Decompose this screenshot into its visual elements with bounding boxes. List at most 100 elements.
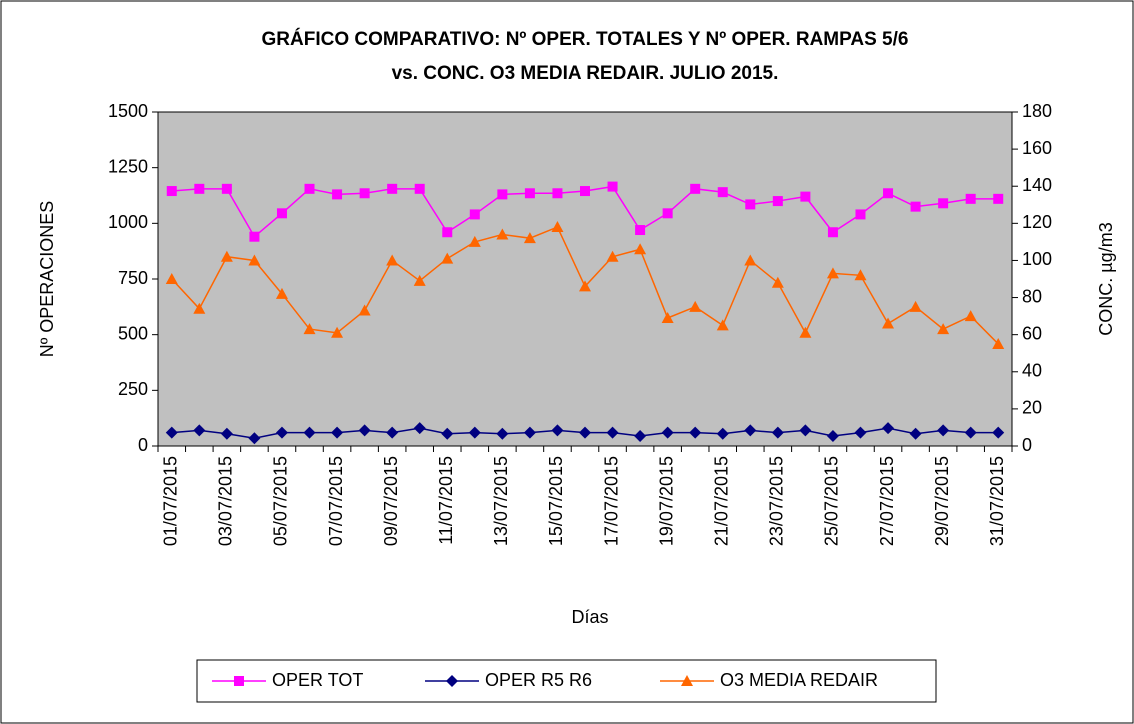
x-tick-label: 31/07/2015 bbox=[987, 456, 1007, 546]
y2-tick-label: 40 bbox=[1022, 361, 1042, 381]
y-tick-label: 1250 bbox=[108, 156, 148, 176]
data-point bbox=[882, 317, 895, 329]
data-point bbox=[331, 326, 344, 338]
x-tick-label: 27/07/2015 bbox=[877, 456, 897, 546]
data-point bbox=[882, 422, 895, 435]
y-tick-label: 500 bbox=[118, 323, 148, 343]
y-tick-label: 250 bbox=[118, 379, 148, 399]
data-point bbox=[551, 221, 564, 233]
data-point bbox=[855, 209, 866, 220]
data-point bbox=[826, 267, 839, 279]
data-point bbox=[414, 183, 425, 194]
y2-tick-label: 20 bbox=[1022, 398, 1042, 418]
y-axis-label: Nº OPERACIONES bbox=[37, 201, 57, 358]
data-point bbox=[359, 188, 370, 199]
data-point bbox=[358, 424, 371, 437]
data-point bbox=[606, 250, 619, 262]
y-tick-label: 0 bbox=[138, 435, 148, 455]
x-tick-label: 05/07/2015 bbox=[271, 456, 291, 546]
x-tick-label: 15/07/2015 bbox=[546, 456, 566, 546]
chart-title: vs. CONC. O3 MEDIA REDAIR. JULIO 2015. bbox=[392, 63, 779, 84]
data-point bbox=[716, 319, 729, 331]
y2-tick-label: 140 bbox=[1022, 175, 1052, 195]
data-point bbox=[909, 300, 922, 312]
data-point bbox=[964, 426, 977, 439]
data-point bbox=[275, 287, 288, 299]
plot-area bbox=[157, 111, 1013, 447]
data-point bbox=[165, 273, 178, 284]
data-point bbox=[937, 323, 950, 335]
x-tick-label: 07/07/2015 bbox=[326, 456, 346, 546]
data-point bbox=[497, 189, 508, 200]
data-point bbox=[634, 243, 647, 255]
data-point bbox=[661, 426, 674, 439]
data-point bbox=[386, 254, 399, 266]
x-tick-label: 21/07/2015 bbox=[711, 456, 731, 546]
data-point bbox=[662, 208, 673, 219]
data-point bbox=[303, 323, 316, 335]
y2-tick-label: 100 bbox=[1022, 249, 1052, 269]
data-point bbox=[441, 427, 454, 440]
data-point bbox=[909, 427, 922, 440]
data-point bbox=[826, 429, 839, 442]
x-axis-label: Días bbox=[571, 607, 608, 627]
data-point bbox=[964, 310, 977, 322]
data-point bbox=[800, 191, 811, 202]
data-point bbox=[166, 186, 177, 197]
y2-tick-label: 80 bbox=[1022, 286, 1042, 306]
data-point bbox=[386, 426, 399, 439]
legend-label: O3 MEDIA REDAIR bbox=[720, 670, 878, 690]
data-point bbox=[413, 274, 426, 286]
x-tick-label: 23/07/2015 bbox=[767, 456, 787, 546]
data-point bbox=[442, 227, 453, 238]
legend-label: OPER TOT bbox=[272, 670, 363, 690]
data-point bbox=[716, 427, 729, 440]
data-point bbox=[993, 193, 1004, 204]
data-point bbox=[799, 326, 812, 338]
data-point bbox=[193, 424, 206, 437]
data-point bbox=[690, 183, 701, 194]
data-point bbox=[606, 426, 619, 439]
data-point bbox=[194, 183, 205, 194]
data-point bbox=[744, 254, 757, 266]
data-point bbox=[220, 250, 233, 262]
data-point bbox=[496, 228, 509, 240]
data-point bbox=[387, 183, 398, 194]
data-point bbox=[799, 424, 812, 437]
data-point bbox=[883, 188, 894, 199]
data-point bbox=[468, 235, 481, 247]
x-tick-label: 11/07/2015 bbox=[436, 456, 456, 545]
data-point bbox=[772, 196, 783, 207]
legend-marker bbox=[446, 675, 458, 687]
data-point bbox=[468, 426, 481, 439]
data-point bbox=[249, 231, 260, 242]
y2-axis-label: CONC. µg/m3 bbox=[1096, 222, 1116, 335]
data-point bbox=[992, 426, 1005, 439]
data-point bbox=[607, 181, 618, 192]
data-point bbox=[551, 424, 564, 437]
data-point bbox=[441, 252, 454, 264]
y-tick-label: 750 bbox=[118, 268, 148, 288]
x-tick-label: 17/07/2015 bbox=[601, 456, 621, 546]
data-point bbox=[854, 269, 867, 281]
data-point bbox=[689, 300, 702, 312]
y2-tick-label: 60 bbox=[1022, 323, 1042, 343]
data-point bbox=[193, 302, 206, 314]
data-point bbox=[771, 426, 784, 439]
data-point bbox=[331, 426, 344, 439]
y2-tick-label: 120 bbox=[1022, 212, 1052, 232]
data-point bbox=[165, 426, 178, 439]
legend-marker bbox=[681, 675, 693, 686]
data-point bbox=[303, 426, 316, 439]
x-tick-label: 03/07/2015 bbox=[216, 456, 236, 546]
data-point bbox=[992, 337, 1005, 349]
data-point bbox=[580, 186, 590, 197]
chart-title: GRÁFICO COMPARATIVO: Nº OPER. TOTALES Y … bbox=[262, 28, 909, 50]
data-point bbox=[717, 187, 728, 198]
data-point bbox=[910, 201, 921, 212]
data-point bbox=[827, 227, 838, 238]
data-point bbox=[579, 280, 591, 292]
legend-box bbox=[196, 659, 937, 703]
